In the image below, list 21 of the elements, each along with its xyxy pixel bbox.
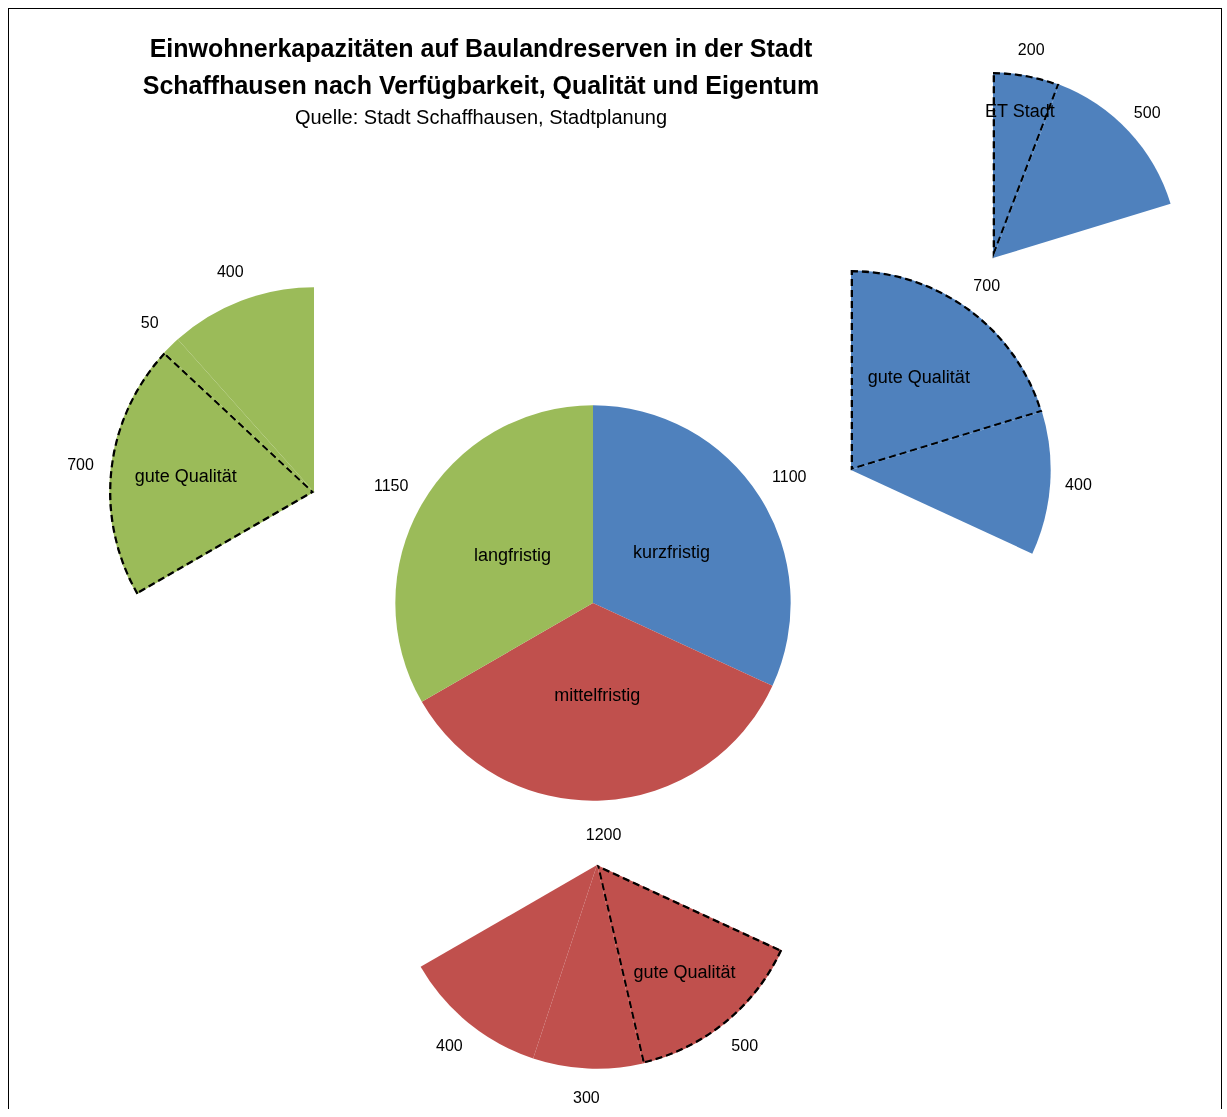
slice-label: langfristig: [473, 545, 551, 566]
data-label: 1150: [374, 476, 409, 494]
chart-title: Einwohnerkapazitäten auf Baulandreserven in der Stadt Schaffhausen nach Verfügbarkeit, Qualität und Eigentum: [141, 33, 821, 101]
slice-label: mittelfristig: [554, 684, 641, 705]
slice-label: gute Qualität: [867, 367, 970, 388]
slice-label: kurzfristig: [632, 541, 710, 562]
data-label: 400: [1065, 475, 1092, 493]
chart-subtitle: Quelle: Stadt Schaffhausen, Stadtplanung: [293, 106, 669, 129]
data-label: 1200: [585, 826, 622, 844]
data-label: 300: [573, 1089, 600, 1107]
data-label: 50: [140, 314, 159, 332]
data-label: 500: [731, 1036, 759, 1054]
data-label: 400: [216, 262, 244, 280]
slice-label: gute Qualität: [134, 466, 237, 487]
slice-label: gute Qualität: [633, 961, 736, 982]
data-label: 1100: [772, 467, 807, 485]
data-label: 200: [1017, 40, 1045, 58]
data-label: 400: [435, 1036, 463, 1054]
data-label: 700: [67, 455, 94, 473]
data-label: 500: [1133, 104, 1161, 122]
data-label: 700: [973, 277, 1001, 295]
